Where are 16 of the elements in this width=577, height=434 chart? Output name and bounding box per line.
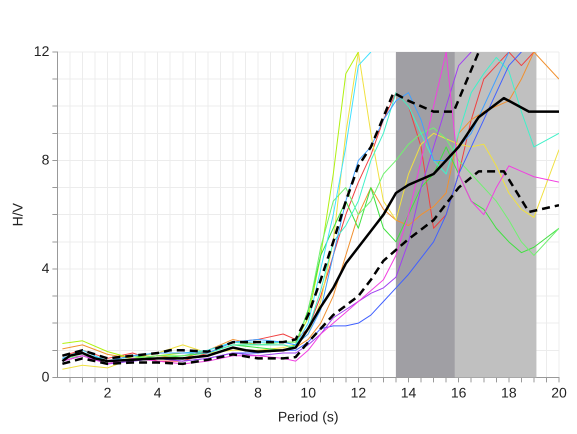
x-tick-label: 4 — [154, 384, 162, 401]
x-tick-label: 20 — [551, 384, 567, 401]
y-axis-title: H/V — [9, 202, 26, 226]
x-tick-label: 8 — [254, 384, 262, 401]
y-tick-label: 0 — [42, 368, 50, 384]
y-tick-label: 8 — [42, 151, 50, 168]
x-tick-label: 16 — [450, 384, 467, 401]
x-axis-title: Period (s) — [278, 408, 339, 424]
y-tick-label: 4 — [42, 260, 50, 276]
x-tick-label: 18 — [501, 384, 517, 401]
y-tick-label: 12 — [34, 42, 50, 59]
x-tick-label: 10 — [300, 384, 316, 401]
x-tick-label: 2 — [104, 384, 112, 401]
x-tick-label: 14 — [400, 384, 417, 401]
x-tick-label: 6 — [204, 384, 212, 401]
x-tick-label: 12 — [350, 384, 366, 401]
